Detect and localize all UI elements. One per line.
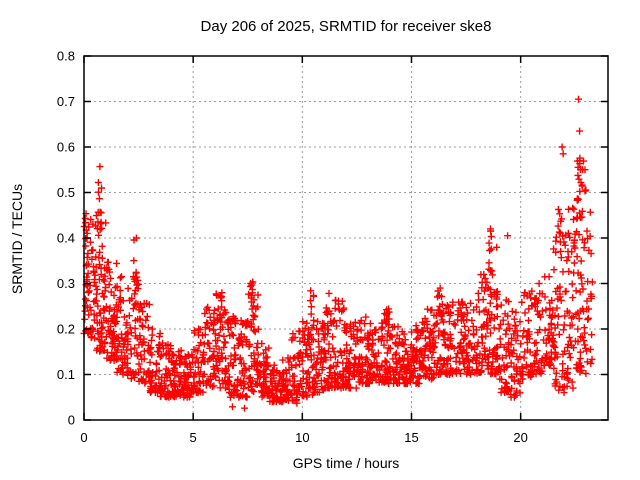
- y-tick-label: 0.3: [57, 276, 75, 291]
- chart-title: Day 206 of 2025, SRMTID for receiver ske…: [200, 18, 492, 35]
- y-tick-label: 0.7: [57, 94, 75, 109]
- x-axis-label: GPS time / hours: [292, 455, 400, 471]
- x-tick-label: 20: [513, 430, 527, 445]
- y-tick-label: 0.6: [57, 140, 75, 155]
- axis-tick-marks: [83, 55, 608, 421]
- x-tick-label: 10: [295, 430, 309, 445]
- x-tick-label: 0: [80, 430, 87, 445]
- y-tick-label: 0.2: [57, 322, 75, 337]
- y-tick-label: 0.8: [57, 49, 75, 64]
- x-tick-label: 5: [190, 430, 197, 445]
- y-tick-label: 0.1: [57, 367, 75, 382]
- y-tick-label: 0.4: [57, 231, 75, 246]
- x-tick-label: 15: [404, 430, 418, 445]
- y-tick-label: 0.5: [57, 185, 75, 200]
- y-tick-label: 0: [68, 413, 75, 428]
- data-points: [80, 95, 596, 412]
